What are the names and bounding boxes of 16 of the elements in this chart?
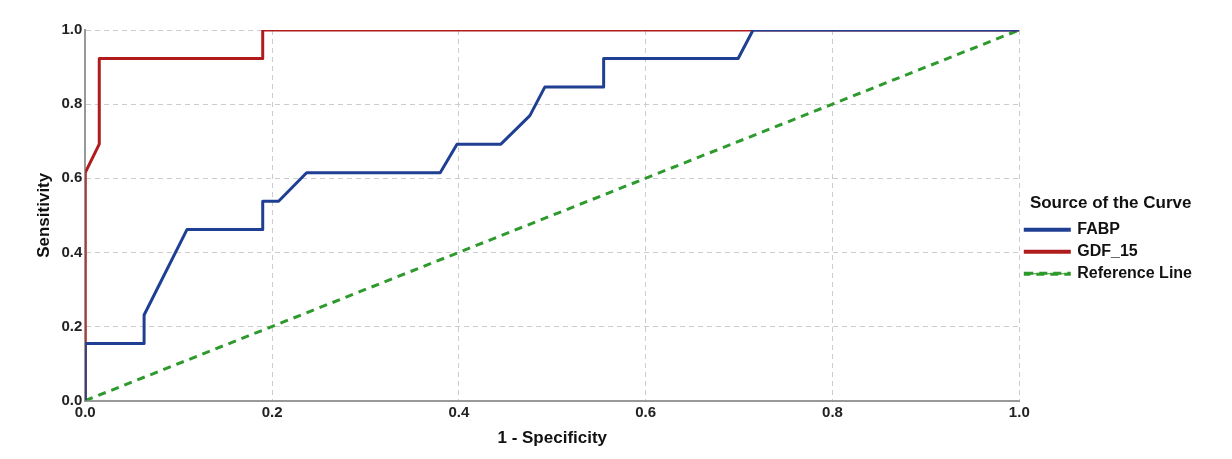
- x-tick-label: 1.0: [1008, 402, 1030, 420]
- x-tick-label: 0.4: [448, 402, 470, 420]
- y-tick-label: 0.2: [61, 316, 83, 334]
- x-axis-title: 1 - Specificity: [497, 428, 608, 448]
- x-tick-label: 0.6: [635, 402, 657, 420]
- x-tick-label: 0.8: [822, 402, 843, 420]
- legend-label: GDF_15: [1077, 242, 1138, 260]
- y-tick-label: 0.6: [61, 168, 83, 186]
- y-axis-title: Sensitivity: [33, 172, 53, 258]
- y-tick-label: 0.8: [61, 94, 83, 112]
- y-tick-label: 0.4: [61, 242, 83, 260]
- legend-label: Reference Line: [1077, 264, 1193, 282]
- y-tick-label: 1.0: [61, 20, 83, 38]
- x-tick-label: 0.2: [261, 402, 283, 420]
- legend-label: FABP: [1077, 220, 1121, 238]
- legend-title: Source of the Curve: [1029, 193, 1192, 213]
